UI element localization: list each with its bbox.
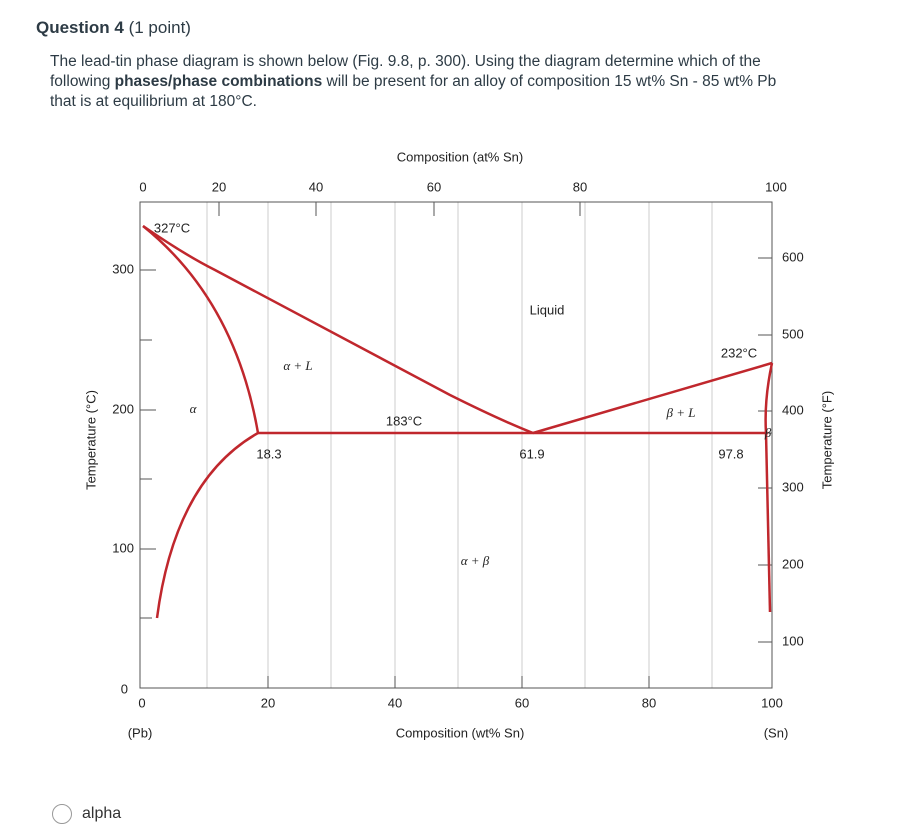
end-label: (Pb) [128, 725, 153, 740]
text-bold: phases/phase combinations [114, 73, 323, 90]
axis-title: Temperature (°F) [819, 391, 834, 489]
annotation: 97.8 [718, 446, 743, 461]
text: will be present for an alloy of composit… [50, 73, 777, 110]
question-text: The lead-tin phase diagram is shown belo… [50, 52, 780, 112]
bottom-tick-label: 20 [261, 695, 275, 710]
region-label: β [764, 425, 772, 440]
region-label: β + L [666, 405, 696, 420]
left-tick-label: 100 [112, 540, 134, 555]
top-tick-label: 40 [309, 179, 323, 194]
bottom-tick-label: 100 [761, 695, 783, 710]
left-tick-label: 200 [112, 401, 134, 416]
bottom-tick-label: 60 [515, 695, 529, 710]
axis-title: Composition (at% Sn) [397, 149, 523, 164]
region-label: α [190, 401, 198, 416]
annotation: 327°C [154, 220, 190, 235]
end-label: (Sn) [764, 725, 789, 740]
top-tick-label: 80 [573, 179, 587, 194]
text: The lead-tin phase diagram is shown belo… [50, 53, 761, 90]
right-tick-label: 300 [782, 479, 804, 494]
right-tick-label: 600 [782, 249, 804, 264]
right-tick-label: 500 [782, 326, 804, 341]
top-tick-label: 20 [212, 179, 226, 194]
option-label[interactable]: alpha [82, 805, 122, 822]
radio-button[interactable] [52, 804, 72, 824]
region-label: α + L [283, 358, 312, 373]
top-tick-label: 0 [139, 179, 146, 194]
region-label: Liquid [530, 302, 565, 317]
axis-title: Composition (wt% Sn) [396, 725, 525, 740]
right-tick-label: 100 [782, 633, 804, 648]
tick-marks [140, 202, 772, 688]
right-tick-label: 200 [782, 556, 804, 571]
grid [206, 202, 713, 688]
question-header: Question 4 (1 point) [36, 18, 191, 38]
bottom-tick-label: 40 [388, 695, 402, 710]
annotation: 61.9 [519, 446, 544, 461]
bottom-tick-label: 0 [138, 695, 145, 710]
top-tick-label: 60 [427, 179, 441, 194]
annotation: 18.3 [256, 446, 281, 461]
question-points: (1 point) [128, 18, 191, 37]
question-title: Question 4 [36, 18, 124, 37]
axis-title: Temperature (°C) [83, 390, 98, 490]
top-tick-label: 100 [765, 179, 787, 194]
region-label: α + β [461, 553, 490, 568]
answer-option[interactable]: alpha [52, 804, 121, 824]
annotation: 183°C [386, 413, 422, 428]
right-tick-label: 400 [782, 402, 804, 417]
frame [139, 201, 773, 689]
annotation: 232°C [721, 345, 757, 360]
phase-diagram: 0 20 40 60 80 100 0 20 40 60 80 100 0 100 200 300 100 200… [83, 149, 834, 740]
left-tick-label: 0 [121, 681, 128, 696]
bottom-tick-label: 80 [642, 695, 656, 710]
left-tick-label: 300 [112, 261, 134, 276]
phase-boundaries [142, 224, 774, 619]
